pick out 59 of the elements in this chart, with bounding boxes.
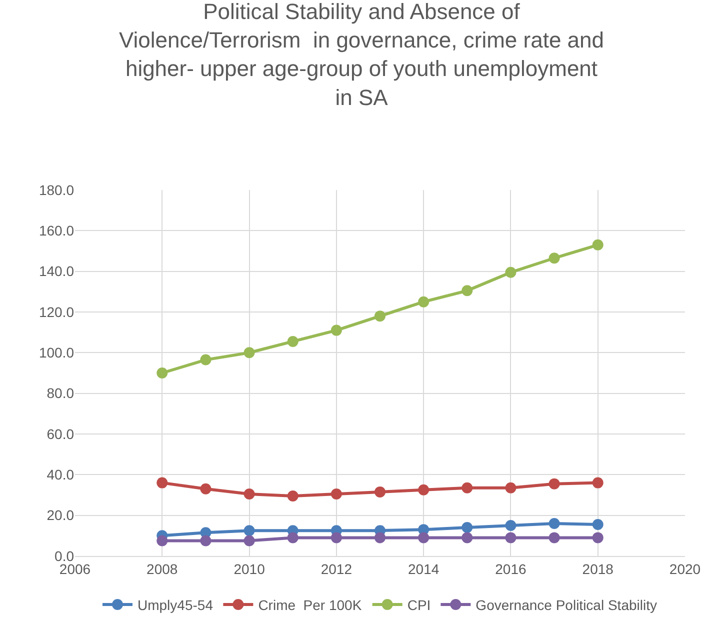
legend-label: Governance Political Stability bbox=[476, 597, 657, 613]
point bbox=[374, 532, 386, 544]
x-tick-label: 2016 bbox=[495, 560, 526, 577]
point bbox=[462, 482, 473, 494]
point bbox=[418, 532, 430, 544]
x-tick-label: 2010 bbox=[234, 560, 266, 577]
point bbox=[592, 477, 604, 488]
point bbox=[330, 488, 342, 500]
point bbox=[548, 518, 560, 529]
x-tick-label: 2008 bbox=[146, 560, 178, 577]
point bbox=[156, 368, 168, 378]
point bbox=[418, 484, 430, 496]
point bbox=[462, 285, 473, 296]
legend-label: Crime Per 100K bbox=[258, 597, 362, 613]
y-tick-label: 80.0 bbox=[46, 385, 74, 402]
point bbox=[505, 520, 516, 531]
point bbox=[330, 324, 342, 336]
chart-title: Political Stability and Absence of Violence/Terrorism in governance, crime rate and higher- upper age-group of youth unemployment in SA bbox=[118, 0, 604, 110]
point bbox=[330, 532, 342, 544]
point bbox=[244, 525, 255, 536]
y-tick-label: 160.0 bbox=[38, 222, 74, 239]
point bbox=[505, 266, 516, 278]
point bbox=[592, 239, 604, 250]
point bbox=[244, 488, 255, 500]
y-tick-label: 20.0 bbox=[46, 507, 74, 524]
y-tick-label: 140.0 bbox=[38, 263, 74, 280]
point bbox=[156, 535, 168, 546]
point bbox=[374, 310, 386, 322]
point bbox=[200, 535, 212, 546]
point bbox=[505, 532, 516, 544]
point bbox=[548, 478, 560, 490]
point bbox=[505, 482, 516, 494]
point bbox=[244, 347, 255, 358]
x-tick-label: 2018 bbox=[582, 560, 614, 577]
x-tick-label: 2012 bbox=[320, 560, 352, 577]
point bbox=[548, 252, 560, 264]
point bbox=[156, 477, 168, 488]
point bbox=[592, 518, 604, 530]
point bbox=[462, 522, 473, 534]
y-tick-label: 60.0 bbox=[46, 426, 74, 442]
point bbox=[548, 532, 560, 544]
y-tick-label: 180.0 bbox=[38, 182, 74, 198]
point bbox=[244, 535, 255, 546]
legend-label: CPI bbox=[407, 597, 431, 613]
point bbox=[287, 490, 298, 502]
y-tick-label: 40.0 bbox=[46, 466, 74, 483]
point bbox=[418, 296, 430, 308]
point bbox=[592, 532, 604, 544]
point bbox=[200, 483, 212, 494]
point bbox=[462, 532, 473, 544]
y-tick-label: 100.0 bbox=[38, 344, 74, 361]
point bbox=[374, 486, 386, 498]
point bbox=[287, 336, 298, 347]
point bbox=[287, 532, 298, 544]
x-tick-label: 2020 bbox=[669, 560, 701, 577]
legend-label: Umply45-54 bbox=[138, 597, 214, 613]
x-tick-label: 2014 bbox=[408, 560, 440, 577]
y-tick-label: 120.0 bbox=[38, 304, 74, 320]
point bbox=[200, 354, 212, 366]
